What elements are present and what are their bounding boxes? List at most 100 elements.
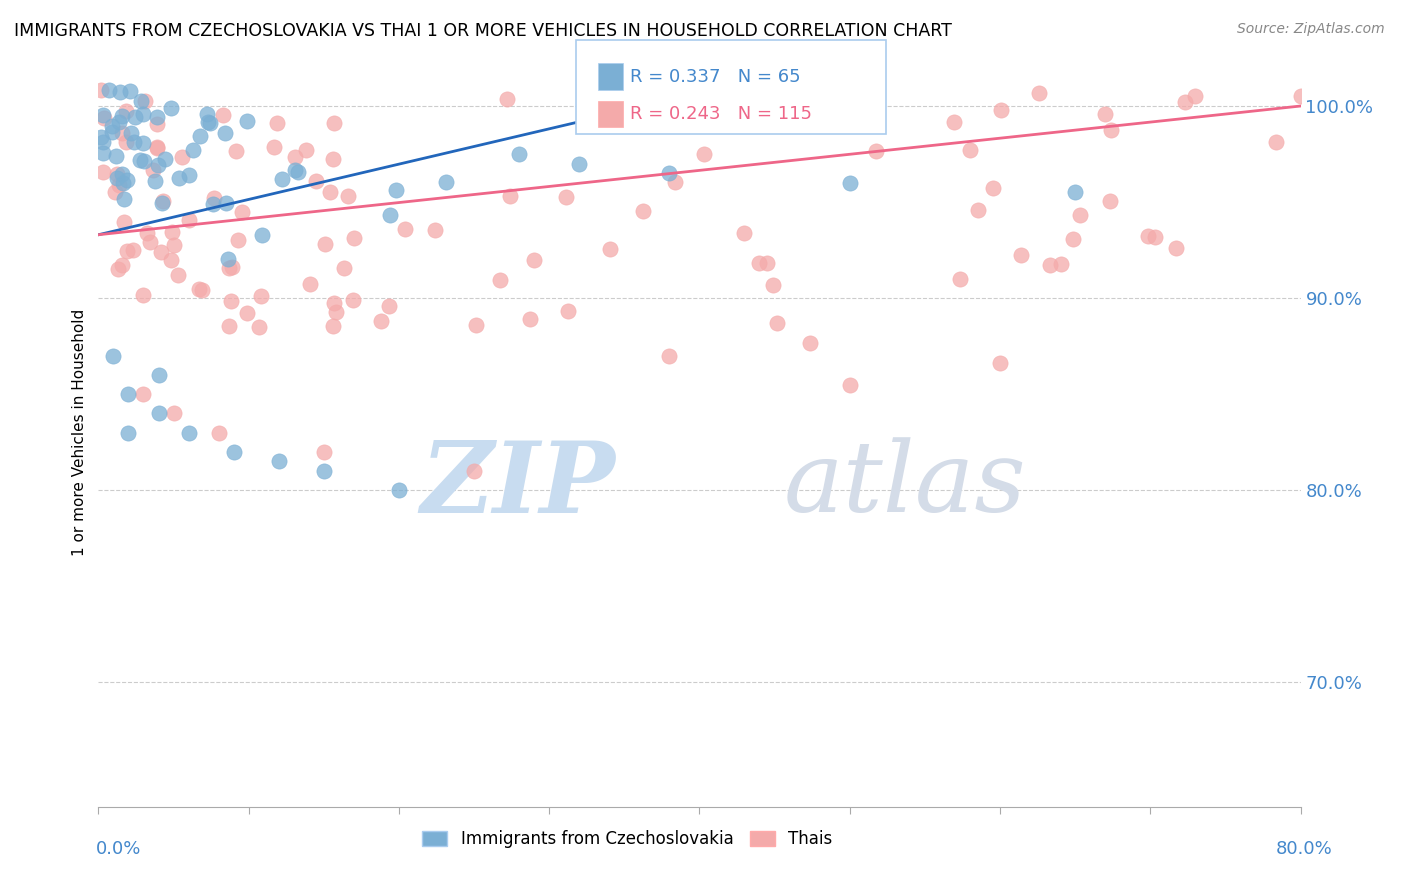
Point xyxy=(218,318,240,333)
Point xyxy=(555,189,578,203)
Point xyxy=(295,143,318,157)
Point xyxy=(197,114,219,128)
Point xyxy=(1099,123,1122,137)
Point xyxy=(631,203,654,218)
Point xyxy=(799,335,821,350)
Point xyxy=(434,176,457,190)
Point xyxy=(319,185,342,199)
Point xyxy=(1039,258,1062,272)
Point xyxy=(499,188,522,202)
Point xyxy=(108,85,131,99)
Point xyxy=(134,94,156,108)
Point xyxy=(111,126,134,140)
Point xyxy=(465,318,488,333)
Point xyxy=(160,225,183,239)
Point xyxy=(323,116,346,130)
Point xyxy=(136,227,159,241)
Point xyxy=(145,174,167,188)
Point xyxy=(108,115,131,129)
Point xyxy=(114,135,136,149)
Point xyxy=(312,445,335,459)
Point xyxy=(287,165,309,179)
Point xyxy=(117,387,139,401)
Text: ZIP: ZIP xyxy=(420,437,616,533)
Point xyxy=(388,483,411,498)
Point xyxy=(91,146,114,161)
Point xyxy=(1136,228,1159,243)
Point xyxy=(112,192,135,206)
Point xyxy=(305,174,328,188)
Point xyxy=(132,387,155,401)
Point xyxy=(167,268,190,282)
Point xyxy=(214,126,236,140)
Point xyxy=(1028,86,1050,100)
Text: atlas: atlas xyxy=(783,437,1026,533)
Point xyxy=(107,167,129,181)
Point xyxy=(195,107,218,121)
Point xyxy=(160,252,183,267)
Point xyxy=(134,154,156,169)
Point xyxy=(325,305,347,319)
Point xyxy=(100,126,122,140)
Point xyxy=(312,464,335,478)
Point xyxy=(235,306,257,320)
Point xyxy=(463,464,485,478)
Point xyxy=(98,83,121,97)
Point xyxy=(212,108,235,122)
Point xyxy=(148,368,170,382)
Point xyxy=(284,150,307,164)
Point xyxy=(508,147,530,161)
Text: R = 0.243   N = 115: R = 0.243 N = 115 xyxy=(630,105,811,123)
Point xyxy=(988,356,1011,370)
Point xyxy=(105,170,128,185)
Point xyxy=(225,145,247,159)
Point xyxy=(107,178,129,192)
Point xyxy=(394,222,416,236)
Point xyxy=(217,252,239,267)
Point xyxy=(111,109,134,123)
Point xyxy=(150,195,173,210)
Point xyxy=(111,258,134,272)
Point xyxy=(202,191,225,205)
Point xyxy=(149,245,172,260)
Point xyxy=(981,180,1004,194)
Text: 0.0%: 0.0% xyxy=(96,840,141,858)
Point xyxy=(122,243,145,257)
Point xyxy=(1094,107,1116,121)
Y-axis label: 1 or more Vehicles in Household: 1 or more Vehicles in Household xyxy=(72,309,87,557)
Point xyxy=(658,349,681,363)
Point xyxy=(162,238,184,252)
Point xyxy=(219,294,242,309)
Point xyxy=(91,165,114,179)
Point xyxy=(1144,230,1167,244)
Point xyxy=(838,176,860,190)
Point xyxy=(146,141,169,155)
Point xyxy=(107,262,129,277)
Point xyxy=(103,349,125,363)
Point xyxy=(231,205,253,219)
Point xyxy=(104,185,127,199)
Point xyxy=(236,114,259,128)
Point xyxy=(1098,194,1121,209)
Point xyxy=(200,116,222,130)
Point xyxy=(336,189,359,203)
Point xyxy=(568,156,591,170)
Point xyxy=(1174,95,1197,110)
Point xyxy=(942,115,965,129)
Point xyxy=(201,196,224,211)
Point xyxy=(128,153,150,168)
Point xyxy=(142,162,165,177)
Point xyxy=(385,183,408,197)
Point xyxy=(226,233,249,247)
Point xyxy=(322,319,344,334)
Point xyxy=(664,175,686,189)
Text: R = 0.337   N = 65: R = 0.337 N = 65 xyxy=(630,68,800,86)
Point xyxy=(145,117,167,131)
Point xyxy=(378,299,401,313)
Point xyxy=(129,95,152,109)
Point xyxy=(756,256,779,270)
Point xyxy=(247,320,270,334)
Point xyxy=(342,293,364,308)
Point xyxy=(762,278,785,293)
Point xyxy=(370,314,392,328)
